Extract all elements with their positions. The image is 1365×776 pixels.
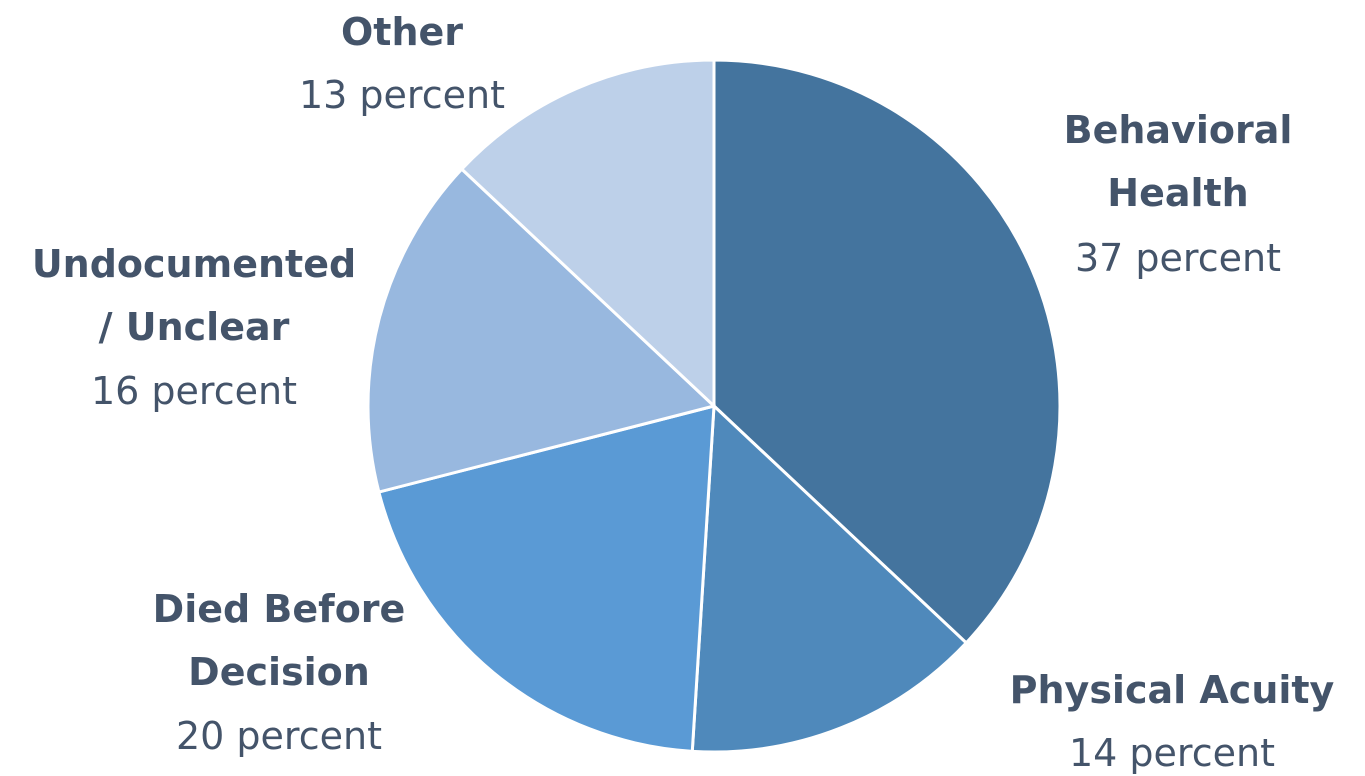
slice-value-label: 13 percent <box>299 73 505 117</box>
slice-name-line: Other <box>341 10 463 54</box>
slice-label-died-before-decision: Died Before Decision 20 percent <box>153 587 406 758</box>
slice-value-label: 14 percent <box>1069 731 1275 775</box>
pie-slices <box>366 58 1062 754</box>
slice-label-physical-acuity: Physical Acuity 14 percent <box>1010 668 1335 775</box>
pie-slice-undocumented-unclear <box>366 167 718 494</box>
slice-value-label: 37 percent <box>1075 236 1281 280</box>
slice-name-line: Undocumented <box>32 242 356 286</box>
pie-labels: Behavioral Health 37 percent Physical Ac… <box>32 10 1335 775</box>
pie-slice-died-before-decision <box>377 404 716 753</box>
slice-value-label: 16 percent <box>91 369 297 413</box>
slice-name-line: Physical Acuity <box>1010 668 1335 712</box>
slice-label-undocumented-unclear: Undocumented / Unclear 16 percent <box>32 242 356 413</box>
slice-name-line: Health <box>1107 171 1248 215</box>
slice-name-line: Behavioral <box>1064 108 1293 152</box>
slice-name-line: Died Before <box>153 587 406 631</box>
slice-label-other: Other 13 percent <box>299 10 505 117</box>
slice-label-behavioral-health: Behavioral Health 37 percent <box>1064 108 1293 280</box>
slice-name-line: Decision <box>188 650 370 694</box>
pie-slice-other <box>459 58 716 410</box>
pie-slice-physical-acuity <box>690 402 969 754</box>
slice-value-label: 20 percent <box>176 714 382 758</box>
pie-slice-behavioral-health <box>712 58 1062 645</box>
slice-name-line: / Unclear <box>99 305 290 349</box>
